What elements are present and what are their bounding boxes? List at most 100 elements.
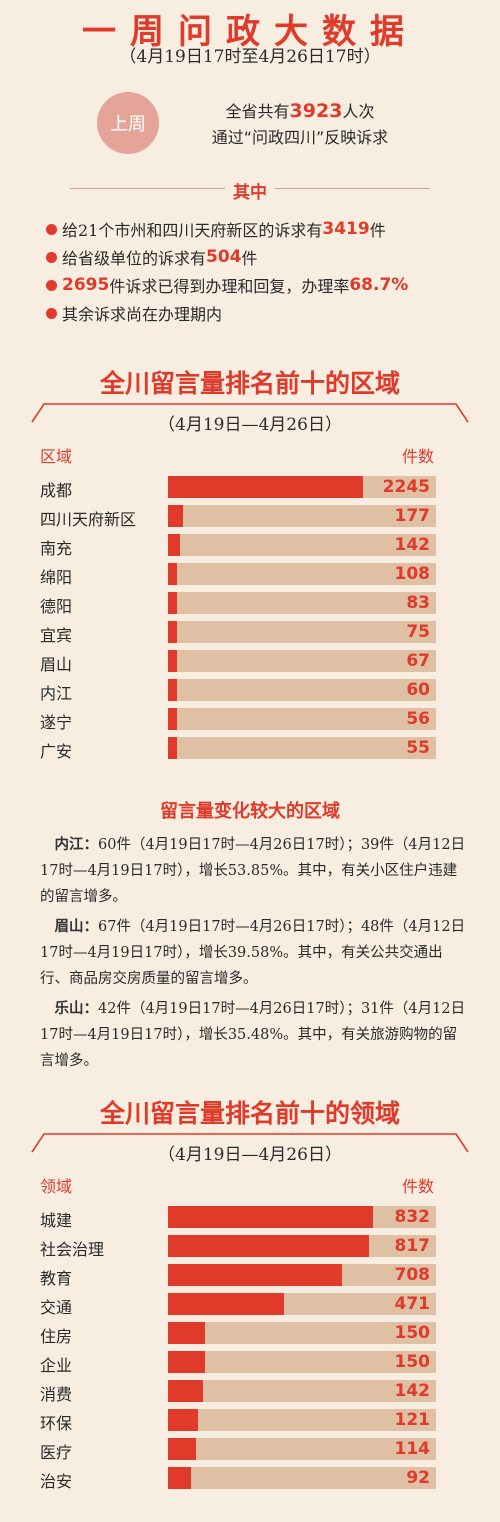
bar-category-label: 医疗 (40, 1443, 73, 1462)
last-week-badge: 上周 (97, 92, 159, 154)
bar-value-label: 708 (394, 1265, 431, 1285)
bar (168, 1438, 196, 1460)
bar-track: 75 (168, 621, 436, 643)
bar (168, 650, 177, 672)
bar-category-label: 德阳 (40, 597, 73, 616)
bar-track: 67 (168, 650, 436, 672)
detail-bullet-1: 给21个市州和四川天府新区的诉求有 3419 件 (46, 217, 386, 241)
bar-category-label: 企业 (40, 1356, 73, 1375)
summary-line-1: 全省共有3923人次 (225, 100, 375, 122)
bar-category-label: 绵阳 (40, 568, 73, 587)
bar-value-label: 471 (394, 1294, 431, 1314)
bar (168, 1380, 203, 1402)
bullet-dot-icon (46, 307, 57, 319)
bar (168, 1322, 205, 1344)
bar (168, 1293, 284, 1315)
bar-track: 83 (168, 592, 436, 614)
bar-track: 708 (168, 1264, 436, 1286)
bar-category-label: 交通 (40, 1298, 73, 1317)
bar-value-label: 56 (406, 709, 430, 729)
field-bracket (31, 1133, 469, 1153)
bar-track: 92 (168, 1467, 436, 1489)
change-paragraph: 眉山：67件（4月19日17时—4月26日17时）；48件（4月12日17时—4… (40, 919, 466, 987)
bar (168, 563, 177, 585)
bar-category-label: 宜宾 (40, 626, 73, 645)
bar-value-label: 832 (394, 1207, 431, 1227)
region-bracket (31, 403, 469, 423)
bar (168, 708, 177, 730)
field-chart-date: （4月19日—4月26日） (158, 1145, 342, 1165)
period-subtitle: （4月19日17时至4月26日17时） (119, 47, 381, 67)
bar-category-label: 住房 (40, 1327, 73, 1346)
bullet-dot-icon (46, 251, 57, 263)
bar-category-label: 环保 (40, 1414, 73, 1433)
bar-track: 817 (168, 1235, 436, 1257)
bar-value-label: 55 (406, 738, 430, 758)
region-col-count: 件数 (401, 447, 434, 466)
bar-category-label: 南充 (40, 539, 73, 558)
bar-track: 60 (168, 679, 436, 701)
bar-track: 114 (168, 1438, 436, 1460)
field-col-label: 领域 (40, 1177, 73, 1196)
bar-track: 56 (168, 708, 436, 730)
field-chart-title: 全川留言量排名前十的领域 (99, 1099, 400, 1128)
bar (168, 679, 177, 701)
bar-category-label: 社会治理 (40, 1240, 105, 1259)
bar-track: 2245 (168, 476, 436, 498)
details-heading: 其中 (0, 178, 500, 203)
bar-track: 121 (168, 1409, 436, 1431)
bar-value-label: 2245 (382, 477, 430, 497)
change-paragraph: 内江：60件（4月19日17时—4月26日17时）；39件（4月12日17时—4… (40, 837, 466, 905)
bar-category-label: 内江 (40, 684, 73, 703)
region-chart-date: （4月19日—4月26日） (158, 415, 342, 435)
bar (168, 737, 177, 759)
bar-category-label: 治安 (40, 1472, 73, 1491)
field-col-count: 件数 (401, 1177, 434, 1196)
bar (168, 621, 177, 643)
bar-value-label: 67 (406, 651, 430, 671)
bar-value-label: 75 (406, 622, 430, 642)
bar (168, 1235, 369, 1257)
bar (168, 1264, 342, 1286)
bar-track: 471 (168, 1293, 436, 1315)
bar-category-label: 成都 (40, 481, 73, 500)
bar-track: 108 (168, 563, 436, 585)
bar-track: 142 (168, 1380, 436, 1402)
bar-value-label: 150 (394, 1352, 431, 1372)
bar-value-label: 150 (394, 1323, 431, 1343)
bar-value-label: 121 (394, 1410, 431, 1430)
bar-value-label: 108 (394, 564, 431, 584)
bar-category-label: 眉山 (40, 655, 73, 674)
change-paragraph: 乐山：42件（4月19日17时—4月26日17时）；31件（4月12日17时—4… (40, 1001, 466, 1069)
bar-value-label: 817 (394, 1236, 431, 1256)
bar-track: 832 (168, 1206, 436, 1228)
bar-value-label: 142 (394, 535, 431, 555)
bar-track: 55 (168, 737, 436, 759)
detail-bullet-2: 给省级单位的诉求有 504 件 (46, 245, 258, 269)
bar-category-label: 消费 (40, 1385, 73, 1404)
bar (168, 1206, 373, 1228)
bar-track: 142 (168, 534, 436, 556)
bar-value-label: 177 (394, 506, 431, 526)
bar (168, 476, 363, 498)
region-chart-title: 全川留言量排名前十的区域 (99, 369, 400, 398)
bar-category-label: 教育 (40, 1269, 73, 1288)
bar-value-label: 114 (394, 1439, 431, 1459)
bullet-dot-icon (46, 279, 57, 291)
bar-value-label: 92 (406, 1468, 430, 1488)
bar (168, 505, 183, 527)
bar-category-label: 广安 (40, 742, 73, 761)
bar-track: 150 (168, 1351, 436, 1373)
bar (168, 592, 177, 614)
bullet-dot-icon (46, 223, 57, 235)
bar-category-label: 遂宁 (40, 713, 73, 732)
page-title: 一周问政大数据 (82, 12, 418, 52)
bar-category-label: 四川天府新区 (40, 510, 137, 529)
detail-bullet-4: 其余诉求尚在办理期内 (46, 301, 222, 325)
summary-line-2: 通过“问政四川”反映诉求 (211, 128, 389, 147)
bar (168, 1409, 198, 1431)
bar-category-label: 城建 (40, 1211, 73, 1230)
bar (168, 1351, 205, 1373)
bar (168, 1467, 191, 1489)
detail-bullet-3: 2695 件诉求已得到办理和回复，办理率 68.7% (46, 273, 408, 297)
